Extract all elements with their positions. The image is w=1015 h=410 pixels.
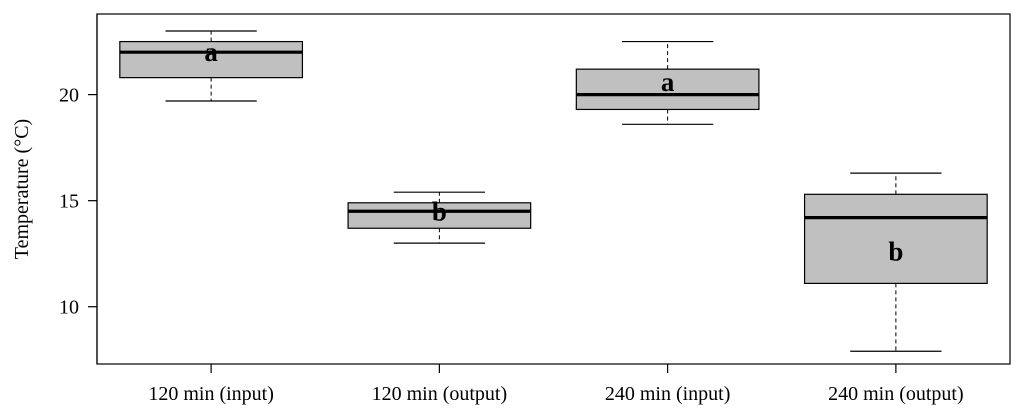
x-axis-ticks: 120 min (input) 120 min (output) 240 min (…	[148, 364, 964, 405]
y-tick-label: 10	[59, 297, 79, 319]
box-2: b	[347, 191, 532, 244]
y-axis-ticks: 10 15 20	[59, 85, 97, 319]
y-tick-label: 15	[59, 191, 79, 213]
box-rect	[803, 193, 988, 284]
x-tick-label: 240 min (input)	[605, 383, 731, 405]
group-letter-label: a	[204, 37, 218, 67]
box-rect	[119, 40, 304, 79]
box-rect	[575, 68, 760, 111]
box-rect	[347, 202, 532, 229]
box-4: b	[803, 172, 988, 352]
box-3: a	[575, 40, 760, 125]
x-tick-label: 120 min (output)	[372, 383, 508, 405]
box-1: a	[119, 30, 304, 102]
boxes: a b a b	[119, 30, 988, 352]
y-tick-label: 20	[59, 85, 79, 107]
group-letter-label: a	[661, 67, 675, 97]
x-tick-label: 120 min (input)	[148, 383, 274, 405]
x-tick-label: 240 min (output)	[828, 383, 964, 405]
y-axis-title: Temperature (°C)	[11, 119, 33, 259]
group-letter-label: b	[888, 237, 903, 267]
group-letter-label: b	[432, 196, 447, 226]
